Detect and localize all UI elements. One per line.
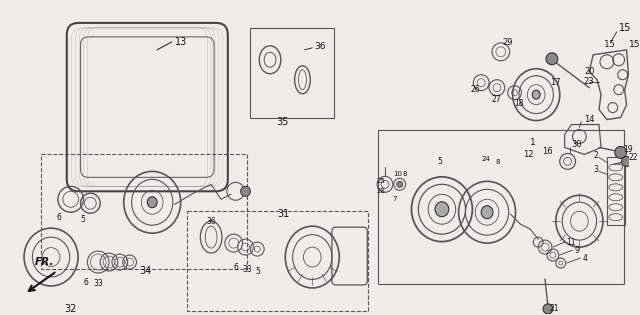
Text: 25: 25 [376, 178, 385, 184]
Ellipse shape [147, 197, 157, 208]
Bar [250, 28, 334, 117]
Text: 23: 23 [583, 77, 594, 86]
Text: 5: 5 [256, 266, 260, 276]
Text: 29: 29 [503, 38, 513, 47]
Text: 28: 28 [376, 188, 385, 194]
Text: 5: 5 [437, 157, 442, 166]
Text: 8: 8 [496, 159, 500, 165]
Text: 4: 4 [582, 254, 588, 263]
Text: FR.: FR. [35, 257, 54, 267]
Text: 15: 15 [619, 23, 631, 33]
Bar [607, 158, 625, 225]
Text: 12: 12 [523, 150, 534, 159]
Text: 30: 30 [572, 140, 582, 149]
Text: 21: 21 [550, 304, 559, 313]
Text: 3: 3 [593, 165, 598, 174]
Text: 26: 26 [470, 85, 480, 94]
Circle shape [543, 304, 553, 314]
Text: 24: 24 [481, 157, 490, 163]
Text: 27: 27 [491, 95, 500, 104]
Ellipse shape [532, 90, 540, 99]
Circle shape [397, 181, 403, 187]
Text: 13: 13 [175, 37, 187, 47]
Text: 18: 18 [515, 99, 524, 108]
Text: 6: 6 [56, 213, 61, 222]
Text: 11: 11 [566, 238, 576, 247]
Text: 9: 9 [575, 246, 579, 255]
Text: 31: 31 [277, 209, 289, 219]
Circle shape [241, 186, 250, 196]
Text: 22: 22 [628, 153, 638, 162]
Bar [41, 154, 248, 269]
Text: 17: 17 [550, 78, 561, 87]
Text: 36: 36 [314, 42, 326, 51]
Text: 16: 16 [542, 147, 553, 156]
Text: 5: 5 [80, 215, 85, 224]
Circle shape [546, 53, 558, 65]
Text: 6: 6 [233, 262, 238, 272]
Text: 15: 15 [599, 40, 615, 49]
Text: 19: 19 [623, 145, 633, 154]
Text: 7: 7 [393, 196, 397, 202]
Text: 14: 14 [584, 115, 595, 124]
Bar [187, 211, 368, 311]
Text: 33: 33 [93, 279, 103, 289]
Text: 36: 36 [206, 217, 216, 226]
Circle shape [621, 157, 632, 166]
Text: 2: 2 [593, 151, 598, 160]
Text: 32: 32 [65, 304, 77, 314]
Ellipse shape [481, 206, 493, 219]
Text: 33: 33 [243, 265, 252, 273]
Text: 35: 35 [276, 117, 289, 127]
Text: 1: 1 [531, 138, 536, 147]
Ellipse shape [435, 202, 449, 217]
Text: 6: 6 [84, 278, 89, 288]
Text: 10: 10 [393, 171, 402, 177]
Circle shape [615, 146, 627, 158]
Text: 8: 8 [403, 171, 407, 177]
Text: 20: 20 [584, 67, 595, 76]
Text: 34: 34 [140, 266, 152, 276]
Text: 15: 15 [628, 40, 640, 49]
